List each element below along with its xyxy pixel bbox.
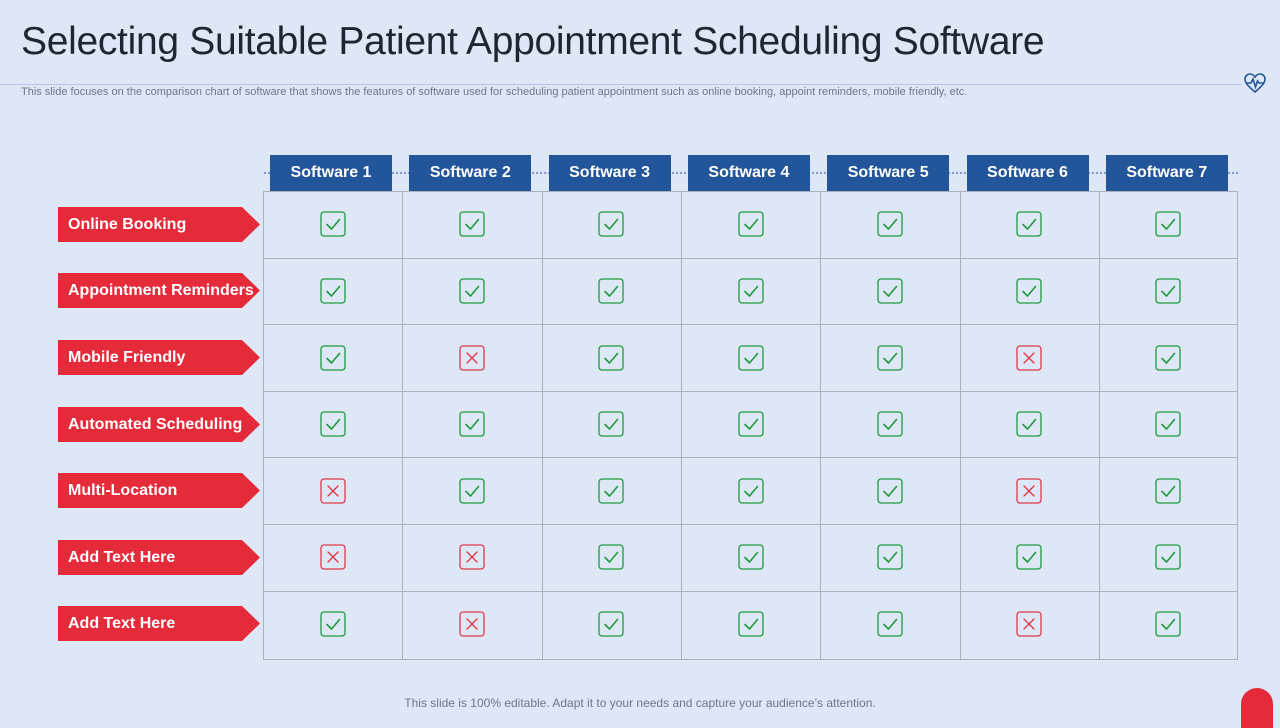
column-header: Software 3 [548, 155, 671, 191]
check-icon [320, 411, 346, 437]
check-icon [598, 478, 624, 504]
check-icon [1155, 478, 1181, 504]
cross-icon [1016, 478, 1042, 504]
check-icon [598, 278, 624, 304]
check-icon [877, 211, 903, 237]
check-icon [1155, 211, 1181, 237]
check-icon [1016, 544, 1042, 570]
check-icon [738, 411, 764, 437]
grid-row-divider [263, 591, 1238, 592]
corner-decoration [1241, 688, 1273, 728]
cross-icon [459, 611, 485, 637]
cross-icon [1016, 611, 1042, 637]
check-icon [1155, 544, 1181, 570]
check-icon [877, 278, 903, 304]
column-header: Software 2 [409, 155, 532, 191]
column-header: Software 1 [270, 155, 392, 191]
table-grid [263, 191, 1238, 660]
cross-icon [320, 478, 346, 504]
check-icon [459, 211, 485, 237]
feature-label: Add Text Here [58, 540, 260, 575]
column-header: Software 6 [966, 155, 1089, 191]
check-icon [1155, 411, 1181, 437]
feature-label: Automated Scheduling [58, 407, 260, 442]
feature-label: Multi-Location [58, 473, 260, 508]
feature-label: Mobile Friendly [58, 340, 260, 375]
check-icon [1155, 278, 1181, 304]
check-icon [1016, 411, 1042, 437]
check-icon [598, 345, 624, 371]
heartbeat-icon [1244, 73, 1266, 94]
check-icon [738, 211, 764, 237]
check-icon [877, 611, 903, 637]
grid-row-divider [263, 457, 1238, 458]
cross-icon [320, 544, 346, 570]
check-icon [1016, 211, 1042, 237]
cross-icon [459, 345, 485, 371]
check-icon [1016, 278, 1042, 304]
cross-icon [1016, 345, 1042, 371]
check-icon [320, 345, 346, 371]
grid-column-divider [681, 191, 682, 660]
check-icon [877, 345, 903, 371]
grid-row-divider [263, 391, 1238, 392]
check-icon [598, 411, 624, 437]
check-icon [320, 611, 346, 637]
footer-note: This slide is 100% editable. Adapt it to… [404, 696, 876, 710]
cross-icon [459, 544, 485, 570]
grid-row-divider [263, 258, 1238, 259]
column-header: Software 5 [827, 155, 950, 191]
check-icon [1155, 611, 1181, 637]
check-icon [459, 478, 485, 504]
grid-row-divider [263, 524, 1238, 525]
grid-column-divider [402, 191, 403, 660]
check-icon [598, 544, 624, 570]
check-icon [738, 278, 764, 304]
page-title: Selecting Suitable Patient Appointment S… [21, 20, 1045, 63]
check-icon [459, 411, 485, 437]
page-subtitle: This slide focuses on the comparison cha… [21, 86, 968, 98]
check-icon [1155, 345, 1181, 371]
grid-column-divider [542, 191, 543, 660]
feature-label: Online Booking [58, 207, 260, 242]
check-icon [320, 278, 346, 304]
column-header: Software 7 [1105, 155, 1228, 191]
feature-label: Appointment Reminders [58, 273, 260, 308]
grid-row-divider [263, 324, 1238, 325]
check-icon [738, 611, 764, 637]
check-icon [877, 478, 903, 504]
grid-column-divider [1099, 191, 1100, 660]
check-icon [738, 544, 764, 570]
column-header: Software 4 [687, 155, 810, 191]
feature-label: Add Text Here [58, 606, 260, 641]
check-icon [598, 611, 624, 637]
check-icon [320, 211, 346, 237]
grid-column-divider [820, 191, 821, 660]
check-icon [598, 211, 624, 237]
title-divider [0, 84, 1242, 85]
check-icon [738, 478, 764, 504]
check-icon [877, 544, 903, 570]
check-icon [459, 278, 485, 304]
check-icon [877, 411, 903, 437]
check-icon [738, 345, 764, 371]
grid-column-divider [960, 191, 961, 660]
